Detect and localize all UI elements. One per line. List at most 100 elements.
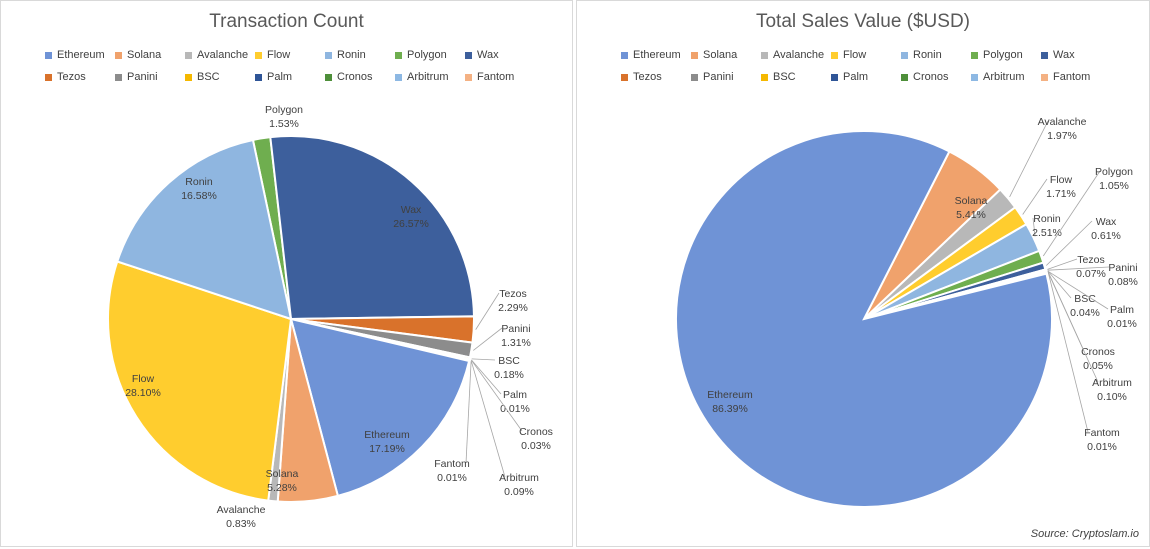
- data-label-fantom: Fantom 0.01%: [1084, 427, 1120, 453]
- legend-swatch: [185, 51, 192, 59]
- pie-chart-total-sales-value: Ethereum 86.39% Solana 5.41% Avalanche 1.97% F…: [675, 116, 1138, 508]
- leader-line: [1047, 270, 1109, 310]
- leader-line: [1047, 258, 1078, 270]
- legend-label: Panini: [703, 71, 734, 83]
- legend-label: Avalanche: [773, 49, 825, 61]
- legend-swatch: [115, 73, 122, 81]
- legend-item-bsc: BSC: [761, 69, 831, 85]
- legend-item-panini: Panini: [115, 69, 185, 85]
- data-label-flow: Flow 1.71%: [1046, 174, 1076, 200]
- legend-item-fantom: Fantom: [465, 69, 535, 85]
- legend-label: Tezos: [57, 71, 86, 83]
- legend-item-solana: Solana: [115, 47, 185, 63]
- legend-label: Ronin: [913, 49, 942, 61]
- data-label-palm: Palm 0.01%: [1107, 304, 1137, 330]
- data-label-name: Flow: [1050, 174, 1073, 186]
- data-label-name: Solana: [955, 195, 988, 207]
- legend-item-panini: Panini: [691, 69, 761, 85]
- legend-swatch: [45, 51, 52, 59]
- legend-item-avalanche: Avalanche: [761, 47, 831, 63]
- data-label-name: Ethereum: [707, 389, 753, 401]
- legend-swatch: [255, 73, 262, 81]
- pie-chart-transaction-count: Ethereum 17.19% Solana 5.28%Avalanche 0.83% F…: [107, 104, 553, 530]
- legend-swatch: [325, 73, 332, 81]
- data-label-ronin: Ronin 16.58%: [181, 176, 217, 202]
- data-label-name: Polygon: [265, 104, 303, 116]
- data-label-value: 16.58%: [181, 190, 217, 202]
- legend-item-ethereum: Ethereum: [45, 47, 115, 63]
- data-label-name: Fantom: [434, 458, 470, 470]
- legend-label: Cronos: [337, 71, 373, 83]
- data-label-name: Arbitrum: [1092, 377, 1132, 389]
- data-label-value: 28.10%: [125, 387, 161, 399]
- legend-item-ronin: Ronin: [325, 47, 395, 63]
- legend-label: Avalanche: [197, 49, 249, 61]
- legend-swatch: [255, 51, 262, 59]
- data-label-value: 5.28%: [267, 482, 297, 494]
- legend-label: Arbitrum: [983, 71, 1025, 83]
- legend-item-palm: Palm: [831, 69, 901, 85]
- data-label-arbitrum: Arbitrum 0.10%: [1092, 377, 1132, 403]
- data-label-value: 26.57%: [393, 218, 429, 230]
- data-label-arbitrum: Arbitrum 0.09%: [499, 472, 539, 498]
- transaction-count-chart: Transaction Count Ethereum Solana Avalanch…: [0, 0, 573, 547]
- legend-label: Flow: [267, 49, 291, 61]
- chart-title: Transaction Count: [209, 11, 364, 32]
- legend-item-polygon: Polygon: [395, 47, 465, 63]
- data-label-value: 0.18%: [494, 369, 524, 381]
- legend-label: Polygon: [407, 49, 447, 61]
- slice-ronin: [116, 138, 293, 321]
- legend-label: Ethereum: [633, 49, 681, 61]
- legend-label: Flow: [843, 49, 867, 61]
- legend-item-arbitrum: Arbitrum: [971, 69, 1041, 85]
- data-label-value: 0.09%: [504, 486, 534, 498]
- data-label-flow: Flow 28.10%: [125, 373, 161, 399]
- data-label-panini: Panini 0.08%: [1108, 262, 1138, 288]
- data-label-name: BSC: [498, 355, 520, 367]
- leader-line: [471, 359, 502, 395]
- legend-label: Solana: [703, 49, 738, 61]
- data-label-polygon: Polygon 1.05%: [1095, 166, 1133, 192]
- data-label-name: Ethereum: [364, 429, 410, 441]
- data-label-name: Panini: [1108, 262, 1137, 274]
- data-label-ethereum: Ethereum 17.19%: [364, 429, 410, 455]
- legend-swatch: [761, 73, 768, 81]
- leader-line: [1048, 273, 1089, 433]
- leader-line: [471, 359, 523, 432]
- data-label-value: 1.31%: [501, 337, 531, 349]
- leader-line: [465, 361, 472, 464]
- data-label-name: Cronos: [519, 426, 553, 438]
- data-label-wax: Wax 26.57%: [393, 204, 429, 230]
- data-label-name: Palm: [503, 389, 527, 401]
- legend-swatch: [831, 51, 838, 59]
- data-label-tezos: Tezos 0.07%: [1076, 254, 1106, 280]
- leader-line: [1047, 270, 1072, 299]
- data-label-value: 0.08%: [1108, 276, 1138, 288]
- data-label-name: BSC: [1074, 293, 1096, 305]
- legend-swatch: [691, 51, 698, 59]
- data-label-cronos: Cronos 0.03%: [519, 426, 553, 452]
- data-label-name: Avalanche: [217, 504, 266, 516]
- source-note: Source: Cryptoslam.io: [1030, 528, 1139, 540]
- legend-swatch: [691, 73, 698, 81]
- legend-swatch: [1041, 73, 1048, 81]
- legend-label: Ethereum: [57, 49, 105, 61]
- data-label-bsc: BSC 0.18%: [494, 355, 524, 381]
- legend-swatch: [761, 51, 768, 59]
- data-label-name: Arbitrum: [499, 472, 539, 484]
- legend-label: Fantom: [477, 71, 515, 83]
- data-label-solana: Solana 5.28%: [266, 468, 299, 494]
- legend-item-cronos: Cronos: [901, 69, 971, 85]
- data-label-value: 86.39%: [712, 403, 748, 415]
- data-label-value: 0.07%: [1076, 268, 1106, 280]
- chart-title: Total Sales Value ($USD): [755, 11, 971, 32]
- leader-line: [470, 360, 506, 478]
- data-label-value: 0.04%: [1070, 307, 1100, 319]
- legend-swatch: [45, 73, 52, 81]
- legend-label: BSC: [197, 71, 220, 83]
- data-label-name: Avalanche: [1038, 116, 1087, 128]
- legend-item-arbitrum: Arbitrum: [395, 69, 465, 85]
- legend-label: Wax: [1053, 49, 1075, 61]
- legend-label: Fantom: [1053, 71, 1091, 83]
- chart-legend: Ethereum Solana Avalanche Flow Ronin Polygon W…: [621, 47, 1121, 85]
